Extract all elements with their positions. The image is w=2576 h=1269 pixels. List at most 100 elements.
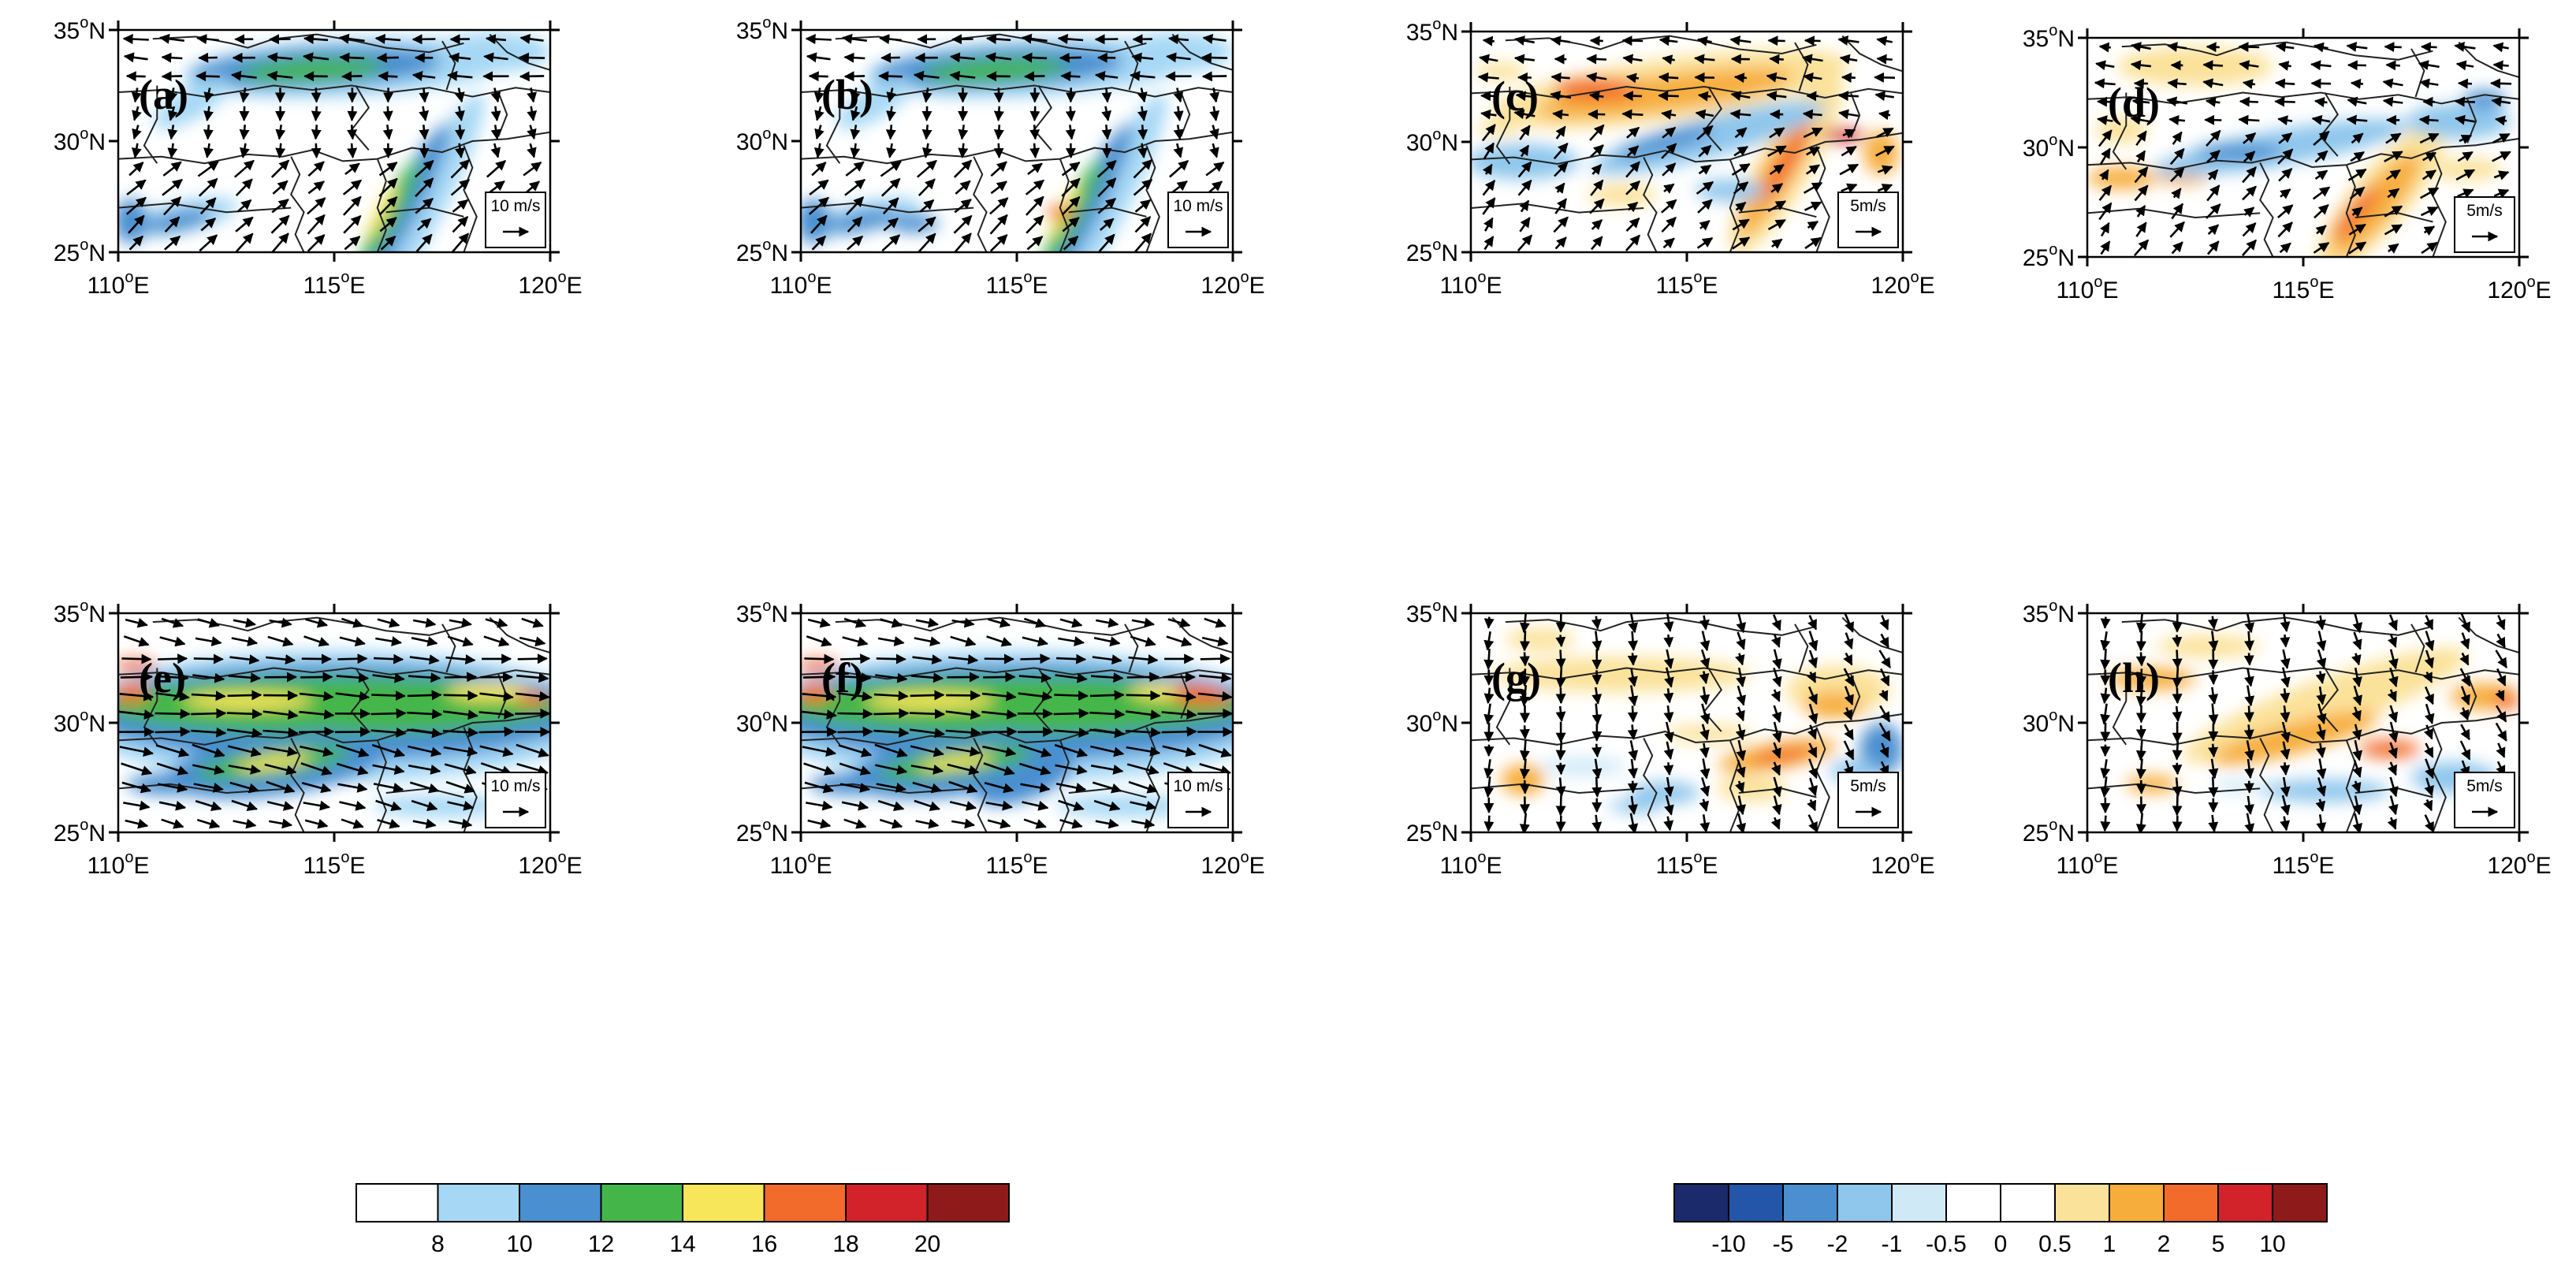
wind-vector (2315, 671, 2326, 684)
wind-vector (452, 199, 469, 213)
lon-label: 120oE (1201, 269, 1264, 299)
wind-vector (882, 197, 899, 215)
wind-vectors-a (122, 33, 545, 252)
wind-vector (1591, 743, 1603, 758)
wind-vector (1772, 776, 1782, 798)
wind-vector (845, 161, 865, 177)
wind-vector (850, 87, 861, 103)
wind-vector (198, 177, 218, 197)
wind-vector (1483, 815, 1495, 832)
wind-vector (2172, 634, 2183, 648)
wind-vector (1627, 724, 1638, 740)
wind-vector (1807, 703, 1818, 724)
wind-vector (1483, 631, 1495, 651)
wind-vector (516, 743, 549, 757)
map-area-a: 10 m/s (118, 30, 550, 252)
wind-vector (2244, 758, 2254, 780)
wind-vector (158, 653, 188, 664)
wind-vector (2424, 814, 2435, 832)
wind-vector (303, 800, 330, 811)
wind-vector (809, 179, 829, 195)
wind-vector (921, 87, 932, 103)
wind-vector (2419, 187, 2440, 199)
wind-vector (2280, 613, 2291, 632)
wind-vector (1772, 649, 1782, 670)
wind-vector (1553, 216, 1569, 233)
reference-vector-label: 10 m/s (1173, 197, 1223, 215)
lat-label: 25oN (736, 817, 788, 847)
colorbar-diff-label: -2 (1827, 1231, 1848, 1257)
wind-vector (1137, 125, 1148, 140)
wind-vector (2280, 634, 2291, 648)
lon-label: 120oE (2487, 274, 2551, 303)
wind-vector (837, 726, 873, 737)
wind-vector (1162, 745, 1197, 757)
wind-vector (344, 162, 360, 176)
wind-vector (272, 180, 288, 195)
shaded-region (1695, 179, 1765, 202)
wind-vector (2099, 147, 2111, 166)
wind-vector (1736, 631, 1746, 650)
wind-vector (880, 177, 901, 197)
wind-vector (524, 180, 540, 195)
lon-label: 110oE (87, 269, 150, 299)
colorbar-diff-label: -10 (1711, 1231, 1745, 1257)
wind-vector (1517, 161, 1532, 178)
wind-vector (1732, 236, 1751, 250)
province-boundary (2087, 667, 2519, 680)
wind-vector (985, 800, 1013, 811)
wind-vector (450, 158, 471, 179)
lat-label: 35oN (1406, 16, 1458, 46)
wind-vector (1054, 743, 1089, 757)
wind-vector (411, 70, 436, 81)
wind-vector (1519, 813, 1530, 832)
wind-vector (200, 218, 216, 232)
province-boundary (497, 91, 508, 137)
wind-vector (2098, 202, 2113, 221)
wind-vector (814, 125, 825, 140)
wind-vector (167, 87, 178, 103)
wind-vector (411, 799, 438, 811)
wind-vector (1126, 672, 1160, 683)
wind-vector (1126, 763, 1160, 776)
wind-vector (1483, 776, 1495, 798)
wind-vector (1878, 110, 1891, 121)
wind-vector (2207, 224, 2220, 236)
lon-label: 115oE (986, 269, 1048, 299)
wind-vector (305, 617, 329, 628)
wind-vector (910, 764, 944, 775)
wind-vector (1807, 649, 1818, 669)
wind-vector (1735, 653, 1745, 666)
wind-vector (986, 635, 1012, 647)
wind-vector (1209, 87, 1220, 103)
wind-vector (2388, 742, 2398, 759)
wind-vector (2352, 685, 2363, 706)
wind-vector (1839, 54, 1858, 65)
wind-vector (916, 159, 937, 178)
wind-vector (2384, 224, 2403, 236)
province-boundary (489, 33, 550, 71)
wind-vector (519, 33, 544, 44)
wind-vector (1586, 54, 1607, 65)
wind-vector (262, 727, 299, 738)
wind-vector (415, 177, 434, 198)
wind-vector (2208, 758, 2219, 780)
wind-vector (415, 233, 433, 252)
wind-vector (1089, 709, 1126, 720)
wind-vector (1625, 161, 1640, 178)
wind-vector (844, 178, 866, 196)
wind-vector (412, 617, 437, 628)
wind-vector (2492, 60, 2509, 71)
wind-vector (1626, 145, 1640, 157)
wind-vector (912, 781, 943, 794)
wind-vector (1661, 216, 1677, 233)
wind-vector (2387, 188, 2400, 199)
wind-vector (1550, 91, 1572, 101)
wind-vector (378, 162, 398, 177)
wind-vector (2382, 78, 2403, 89)
wind-vector (1771, 795, 1782, 816)
wind-vector (1019, 762, 1052, 776)
wind-vector (483, 635, 510, 647)
province-boundary (1495, 668, 1511, 746)
